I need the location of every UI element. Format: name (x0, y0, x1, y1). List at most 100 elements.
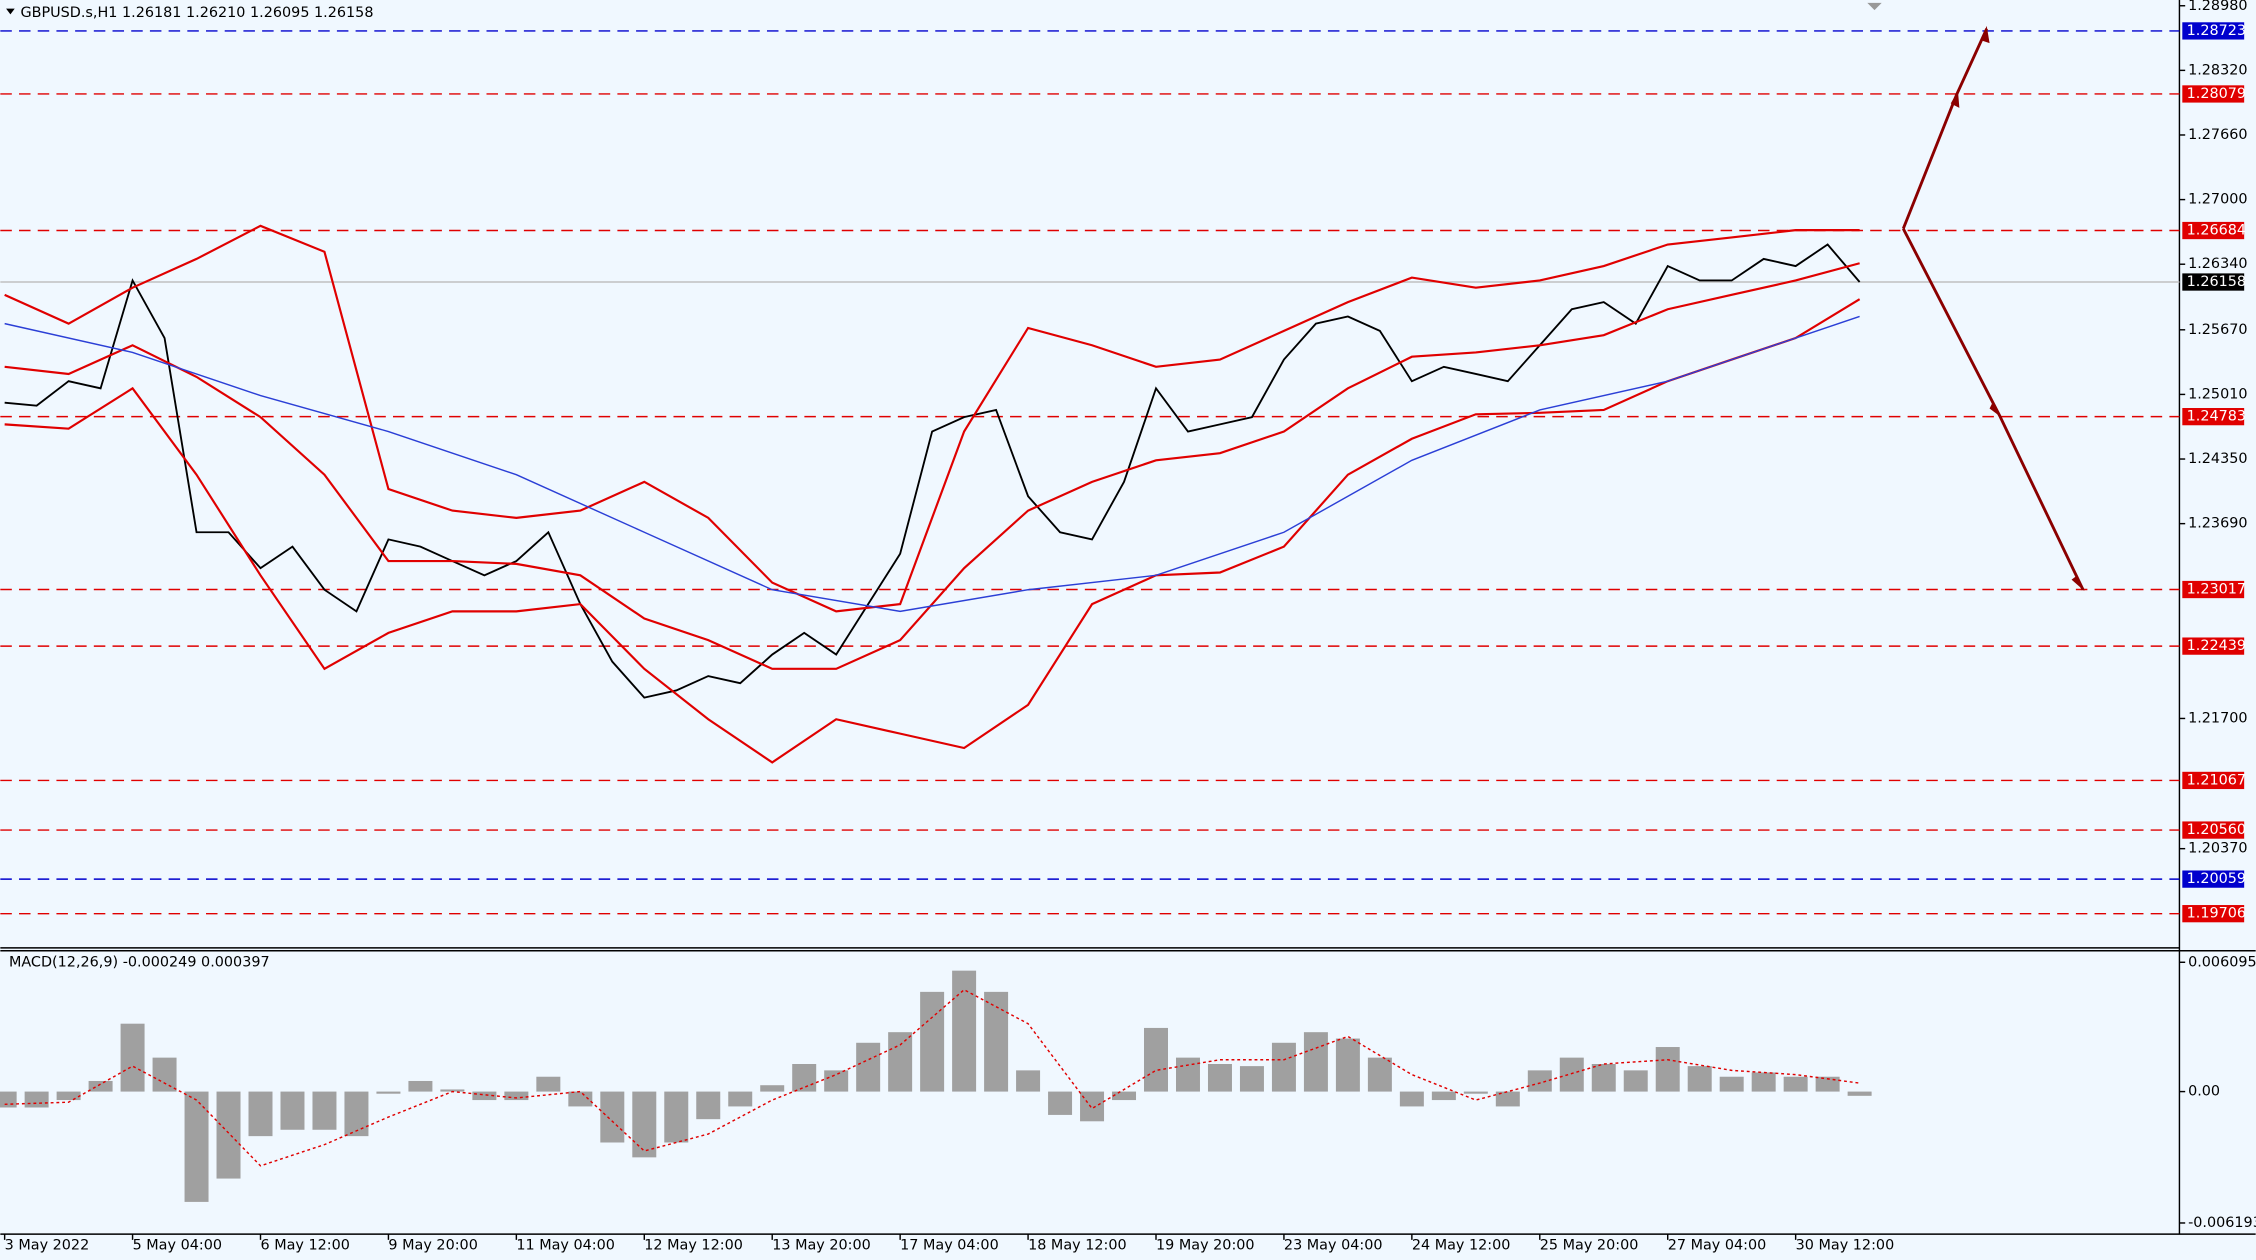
macd-header: MACD(12,26,9) -0.000249 0.000397 (9, 954, 270, 970)
macd-bar (56, 1091, 81, 1101)
x-tick-label: 17 May 04:00 (900, 1238, 999, 1254)
arrow-head (1980, 25, 1990, 44)
moving-average (4, 315, 1860, 613)
arrow-head (1950, 90, 1960, 108)
macd-bar (1367, 1057, 1392, 1092)
macd-bar (1527, 1070, 1552, 1092)
macd-bar (792, 1064, 817, 1092)
level-label: 1.23017 (2187, 582, 2246, 598)
macd-bar (1207, 1064, 1232, 1092)
y-tick-label: 1.24350 (2188, 451, 2247, 467)
arrow-head (2071, 575, 2085, 592)
macd-bar (1591, 1064, 1616, 1092)
macd-bar (888, 1032, 913, 1092)
macd-bar (1655, 1047, 1680, 1092)
macd-signal (4, 988, 1860, 1167)
level-label-box (2182, 580, 2245, 599)
macd-bar (440, 1089, 465, 1092)
macd-bar (1687, 1066, 1712, 1092)
macd-bar (1175, 1057, 1200, 1092)
macd-bar (1783, 1076, 1808, 1092)
macd-bar (984, 991, 1009, 1092)
macd-bar (696, 1091, 721, 1120)
macd-bar (952, 970, 977, 1092)
price-line (4, 243, 1861, 699)
level-label: 1.21067 (2187, 772, 2246, 788)
macd-bar (1144, 1027, 1168, 1092)
level-label-box (2182, 221, 2245, 240)
macd-bar (280, 1091, 305, 1130)
macd-bar (376, 1091, 401, 1094)
macd-bar (1335, 1038, 1360, 1092)
bollinger-band (4, 224, 1860, 613)
level-label: 1.22439 (2187, 638, 2246, 654)
macd-bar (1303, 1032, 1328, 1092)
y-tick-label: 1.26340 (2188, 256, 2247, 272)
macd-bar (1559, 1057, 1584, 1092)
level-label: 1.26684 (2187, 223, 2246, 239)
macd-bar (1431, 1091, 1456, 1101)
level-label-box (2182, 22, 2245, 40)
macd-bar (1751, 1072, 1776, 1092)
current-price-label: 1.26158 (2187, 274, 2246, 290)
macd-bar (24, 1091, 49, 1108)
macd-bar (920, 991, 945, 1092)
y-tick-label: 0.00 (2188, 1084, 2220, 1100)
macd-bar (120, 1023, 145, 1092)
macd-bar (1239, 1066, 1264, 1092)
x-tick-label: 12 May 12:00 (644, 1238, 743, 1254)
y-tick-label: 1.21700 (2188, 710, 2247, 726)
x-tick-label: 30 May 12:00 (1796, 1238, 1895, 1254)
macd-bar (1847, 1091, 1872, 1096)
macd-bar (1399, 1091, 1424, 1107)
level-label: 1.24783 (2187, 409, 2246, 425)
level-label: 1.20059 (2187, 871, 2246, 887)
level-label-box (2182, 85, 2245, 103)
y-tick-label: 1.25010 (2188, 386, 2247, 402)
level-label-box (2182, 408, 2245, 426)
macd-bar (632, 1091, 657, 1158)
x-tick-label: 27 May 04:00 (1668, 1238, 1767, 1254)
macd-bar (88, 1080, 113, 1092)
macd-bar (1463, 1091, 1488, 1094)
x-tick-label: 24 May 12:00 (1412, 1238, 1511, 1254)
x-tick-label: 11 May 04:00 (516, 1238, 615, 1254)
y-tick-label: 1.28980 (2188, 0, 2247, 14)
current-price-box (2182, 273, 2245, 291)
menu-triangle (6, 8, 15, 15)
macd-bar (344, 1091, 369, 1137)
y-tick-label: 1.27660 (2188, 127, 2247, 143)
x-tick-label: 5 May 04:00 (133, 1238, 222, 1254)
macd-bar (1271, 1042, 1296, 1092)
x-tick-label: 23 May 04:00 (1284, 1238, 1383, 1254)
macd-bar (664, 1091, 689, 1143)
level-label: 1.20560 (2187, 822, 2246, 838)
x-tick-label: 3 May 2022 (5, 1238, 90, 1254)
macd-bar (152, 1057, 177, 1092)
level-label: 1.28723 (2187, 23, 2246, 39)
macd-bar (1495, 1091, 1520, 1107)
x-tick-label: 13 May 20:00 (772, 1238, 871, 1254)
level-label-box (2182, 905, 2245, 923)
chart-header: GBPUSD.s,H1 1.26181 1.26210 1.26095 1.26… (20, 5, 373, 21)
macd-bar (248, 1091, 273, 1137)
y-tick-label: 1.25670 (2188, 322, 2247, 338)
macd-bar (536, 1076, 561, 1092)
macd-bar (1112, 1091, 1137, 1101)
macd-bar (568, 1091, 593, 1107)
macd-bar (184, 1091, 209, 1202)
macd-bar (728, 1091, 753, 1107)
macd-bar (1080, 1091, 1105, 1122)
x-tick-label: 25 May 20:00 (1540, 1238, 1639, 1254)
bollinger-band (4, 298, 1861, 764)
macd-bar (312, 1091, 337, 1130)
macd-bar (504, 1091, 529, 1101)
macd-bar (216, 1091, 241, 1179)
level-label-box (2182, 821, 2245, 839)
macd-bar (824, 1070, 849, 1092)
y-tick-label: 0.006095 (2188, 954, 2256, 970)
macd-bar (472, 1091, 497, 1101)
y-tick-label: 1.28320 (2188, 62, 2247, 78)
macd-bar (856, 1042, 881, 1092)
